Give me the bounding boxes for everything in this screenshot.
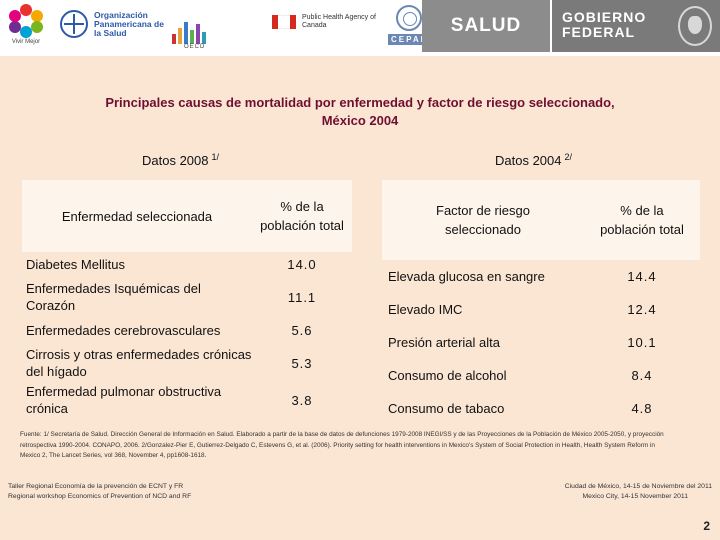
slide-title: Principales causas de mortalidad por enf… — [0, 94, 720, 130]
risk-col-header: Factor de riesgo seleccionado — [436, 203, 530, 237]
cepal-logo: CEPAL — [388, 5, 431, 45]
table-row: Enfermedad pulmonar obstructiva crónica … — [22, 383, 352, 417]
workshop-name-en: Regional workshop Economics of Preventio… — [8, 493, 192, 500]
left-subtitle: Datos 2008 1/ — [142, 152, 219, 168]
table-row: Presión arterial alta 10.1 — [382, 326, 700, 359]
logo-band: Vivir Mejor Organización Panamericana de… — [0, 0, 720, 55]
un-emblem-icon — [396, 5, 423, 31]
disease-table: Enfermedad seleccionada % de la població… — [22, 180, 352, 417]
vivir-mejor-logo: Vivir Mejor — [6, 4, 46, 45]
risk-pct-header: % de la población total — [600, 203, 684, 237]
right-subtitle: Datos 2004 2/ — [495, 152, 572, 168]
oecd-bars-icon — [172, 20, 206, 44]
risk-name: Elevado IMC — [388, 302, 463, 317]
date-en: Mexico City, 14-15 November 2011 — [582, 493, 688, 500]
disease-name: Diabetes Mellitus — [26, 256, 125, 272]
table-row: Elevada glucosa en sangre 14.4 — [382, 260, 700, 293]
disease-pct: 5.6 — [291, 323, 313, 338]
cepal-name: CEPAL — [388, 34, 431, 45]
disease-pct: 11.1 — [287, 289, 317, 305]
flower-icon — [9, 4, 43, 38]
disease-name: Enfermedades cerebrovasculares — [26, 323, 221, 338]
left-subtitle-text: Datos 2008 — [142, 153, 209, 168]
source-footnote: Fuente: 1/ Secretaría de Salud. Direcció… — [20, 431, 664, 459]
date-footer: Ciudad de México, 14-15 de Noviembre del… — [565, 482, 712, 502]
disease-pct-header: % de la población total — [260, 199, 344, 233]
disease-table-header: Enfermedad seleccionada % de la població… — [22, 180, 352, 252]
risk-table-header: Factor de riesgo seleccionado % de la po… — [382, 180, 700, 260]
table-row: Enfermedades cerebrovasculares 5.6 — [22, 318, 352, 343]
oecd-logo: OECD — [172, 20, 206, 50]
ops-name: Organización Panamericana de la Salud — [94, 9, 164, 38]
table-row: Consumo de tabaco 4.8 — [382, 392, 700, 425]
gobierno-federal-logo: GOBIERNO FEDERAL — [552, 0, 720, 52]
risk-name: Presión arterial alta — [388, 335, 500, 350]
disease-pct: 3.8 — [291, 392, 313, 408]
workshop-name-es: Taller Regional Economía de la prevenció… — [8, 483, 184, 490]
globe-icon — [60, 10, 88, 38]
date-es: Ciudad de México, 14-15 de Noviembre del… — [564, 483, 712, 490]
right-subtitle-text: Datos 2004 — [495, 153, 562, 168]
table-row: Diabetes Mellitus 14.0 — [22, 252, 352, 276]
risk-name: Consumo de alcohol — [388, 368, 507, 383]
workshop-footer: Taller Regional Economía de la prevenció… — [8, 482, 191, 502]
page-number: 2 — [703, 519, 710, 533]
risk-pct: 10.1 — [627, 335, 657, 350]
risk-pct: 4.8 — [631, 401, 653, 416]
disease-name: Enfermedad pulmonar obstructiva crónica — [26, 384, 222, 416]
disease-name: Enfermedades Isquémicas del Corazón — [26, 281, 201, 313]
oecd-name: OECD — [184, 44, 206, 50]
mexico-eagle-icon — [678, 6, 712, 46]
salud-logo: SALUD — [422, 0, 550, 52]
risk-pct: 12.4 — [627, 302, 657, 317]
disease-col-header: Enfermedad seleccionada — [61, 208, 213, 224]
title-line-1: Principales causas de mortalidad por enf… — [105, 95, 615, 110]
ops-logo: Organización Panamericana de la Salud — [60, 10, 164, 38]
left-subtitle-note: 1/ — [211, 152, 220, 162]
disease-pct: 14.0 — [287, 256, 317, 272]
table-row: Consumo de alcohol 8.4 — [382, 359, 700, 392]
risk-name: Consumo de tabaco — [388, 401, 505, 416]
risk-pct: 8.4 — [631, 368, 653, 383]
canada-agency-name: Public Health Agency of Canada — [302, 14, 376, 29]
gobierno-label: GOBIERNO FEDERAL — [562, 9, 647, 40]
canada-flag-icon — [272, 15, 296, 29]
disease-name: Cirrosis y otras enfermedades crónicas d… — [26, 347, 252, 379]
table-row: Elevado IMC 12.4 — [382, 293, 700, 326]
table-row: Cirrosis y otras enfermedades crónicas d… — [22, 343, 352, 383]
table-row: Enfermedades Isquémicas del Corazón 11.1 — [22, 276, 352, 318]
content-panel: Principales causas de mortalidad por enf… — [0, 56, 720, 540]
risk-factor-table: Factor de riesgo seleccionado % de la po… — [382, 180, 700, 425]
right-subtitle-note: 2/ — [564, 152, 573, 162]
risk-pct: 14.4 — [627, 269, 657, 284]
disease-pct: 5.3 — [291, 355, 313, 371]
title-line-2: México 2004 — [321, 113, 399, 128]
risk-name: Elevada glucosa en sangre — [388, 269, 545, 284]
canada-logo: Public Health Agency of Canada — [272, 14, 382, 30]
vivir-mejor-label: Vivir Mejor — [11, 39, 41, 45]
